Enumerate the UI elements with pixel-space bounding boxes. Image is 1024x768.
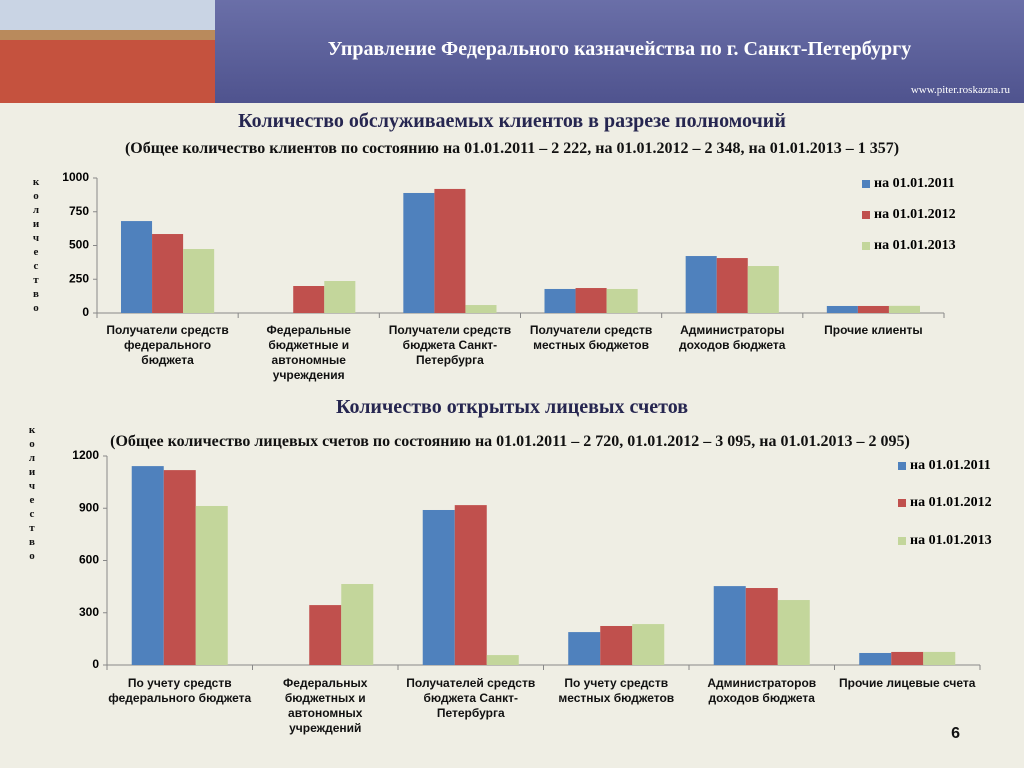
bar [454, 505, 487, 665]
x-tick-label: Получатели средств федерального бюджета [106, 323, 229, 367]
y-tick-label: 750 [69, 204, 89, 218]
x-tick-label: Получатели средств бюджета Санкт-Петербу… [388, 323, 512, 367]
y-tick-label: 600 [79, 553, 99, 567]
y-tick-label: 300 [79, 605, 99, 619]
chart-subtitle: (Общее количество лицевых счетов по сост… [110, 433, 910, 450]
bar [568, 632, 601, 665]
bar [163, 470, 196, 665]
x-tick-label: Прочие лицевые счета [839, 676, 976, 690]
legend-label: на 01.01.2012 [874, 207, 956, 222]
legend-swatch [862, 180, 870, 188]
bar [716, 258, 748, 313]
y-axis-label: количество [30, 176, 42, 316]
bar [309, 605, 342, 665]
header-photo-sky [0, 0, 215, 30]
header-url: www.piter.roskazna.ru [910, 84, 1010, 96]
y-tick-label: 1200 [72, 448, 99, 462]
bar [183, 249, 215, 313]
bar [131, 466, 164, 665]
x-tick-label: Прочие клиенты [824, 323, 923, 337]
y-tick-label: 1000 [62, 170, 89, 184]
bar [685, 256, 717, 313]
bar [923, 651, 956, 665]
x-tick-label: По учету средств федерального бюджета [108, 676, 252, 705]
bar [826, 305, 858, 313]
bar [324, 281, 356, 313]
bar [888, 305, 921, 313]
bar [632, 624, 665, 665]
bar [859, 652, 892, 665]
legend-label: на 01.01.2011 [910, 458, 991, 473]
bar [195, 505, 228, 665]
legend-label: на 01.01.2012 [910, 495, 992, 510]
bar [745, 588, 778, 665]
y-axis-label: количество [26, 424, 38, 564]
header-photo-building [0, 40, 215, 103]
bar [152, 234, 184, 313]
bar [600, 625, 633, 665]
bar [120, 221, 153, 313]
bar [575, 288, 607, 313]
legend-label: на 01.01.2013 [874, 238, 956, 253]
bar [403, 192, 435, 313]
x-tick-label: Получатели средств местных бюджетов [529, 323, 653, 352]
x-tick-label: Получателей средств бюджета Санкт-Петерб… [406, 676, 536, 720]
y-tick-label: 0 [82, 305, 89, 319]
bar [434, 188, 466, 313]
legend-swatch [862, 242, 870, 250]
legend-swatch [862, 211, 870, 219]
chart-title: Количество открытых лицевых счетов [335, 396, 689, 418]
chart-subtitle: (Общее количество клиентов по состоянию … [124, 140, 900, 157]
bar [293, 286, 325, 313]
legend-label: на 01.01.2011 [874, 176, 955, 191]
x-tick-label: Администраторов доходов бюджета [707, 676, 817, 705]
x-tick-label: Администраторы доходов бюджета [679, 323, 786, 352]
y-tick-label: 0 [92, 657, 99, 671]
y-tick-label: 250 [69, 271, 89, 285]
legend-swatch [898, 499, 906, 507]
legend-swatch [898, 462, 906, 470]
bar [891, 651, 924, 665]
bar [713, 586, 746, 665]
bar [544, 288, 576, 313]
legend-swatch [898, 537, 906, 545]
bar [465, 305, 497, 313]
legend-label: на 01.01.2013 [910, 533, 992, 548]
bar [486, 655, 519, 665]
bar [422, 509, 455, 665]
x-tick-label: Федеральных бюджетных и автономных учреж… [283, 676, 368, 735]
x-tick-label: Федеральные бюджетные и автономные учреж… [266, 323, 351, 382]
bar [777, 600, 810, 665]
bar [606, 288, 638, 313]
bar [341, 584, 374, 665]
bar [747, 266, 779, 313]
x-tick-label: По учету средств местных бюджетов [558, 676, 675, 705]
chart-title: Количество обслуживаемых клиентов в разр… [238, 110, 786, 132]
header-title: Управление Федерального казначейства по … [327, 38, 912, 60]
y-tick-label: 900 [79, 500, 99, 514]
page-number: 6 [951, 725, 960, 742]
y-tick-label: 500 [69, 238, 89, 252]
bar [857, 305, 889, 313]
